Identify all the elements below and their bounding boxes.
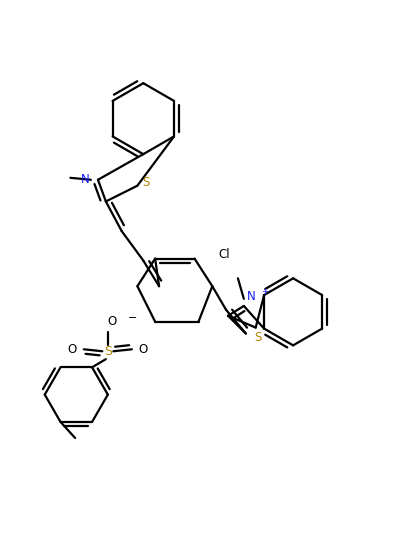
- Text: −: −: [127, 313, 137, 323]
- Text: N: N: [247, 289, 255, 303]
- Text: Cl: Cl: [218, 248, 230, 261]
- Text: S: S: [104, 345, 112, 358]
- Text: +: +: [261, 287, 268, 296]
- Text: O: O: [139, 343, 148, 356]
- Text: O: O: [68, 343, 77, 356]
- Text: S: S: [254, 331, 261, 344]
- Text: O: O: [107, 315, 116, 328]
- Text: N: N: [81, 173, 90, 186]
- Text: S: S: [143, 176, 150, 189]
